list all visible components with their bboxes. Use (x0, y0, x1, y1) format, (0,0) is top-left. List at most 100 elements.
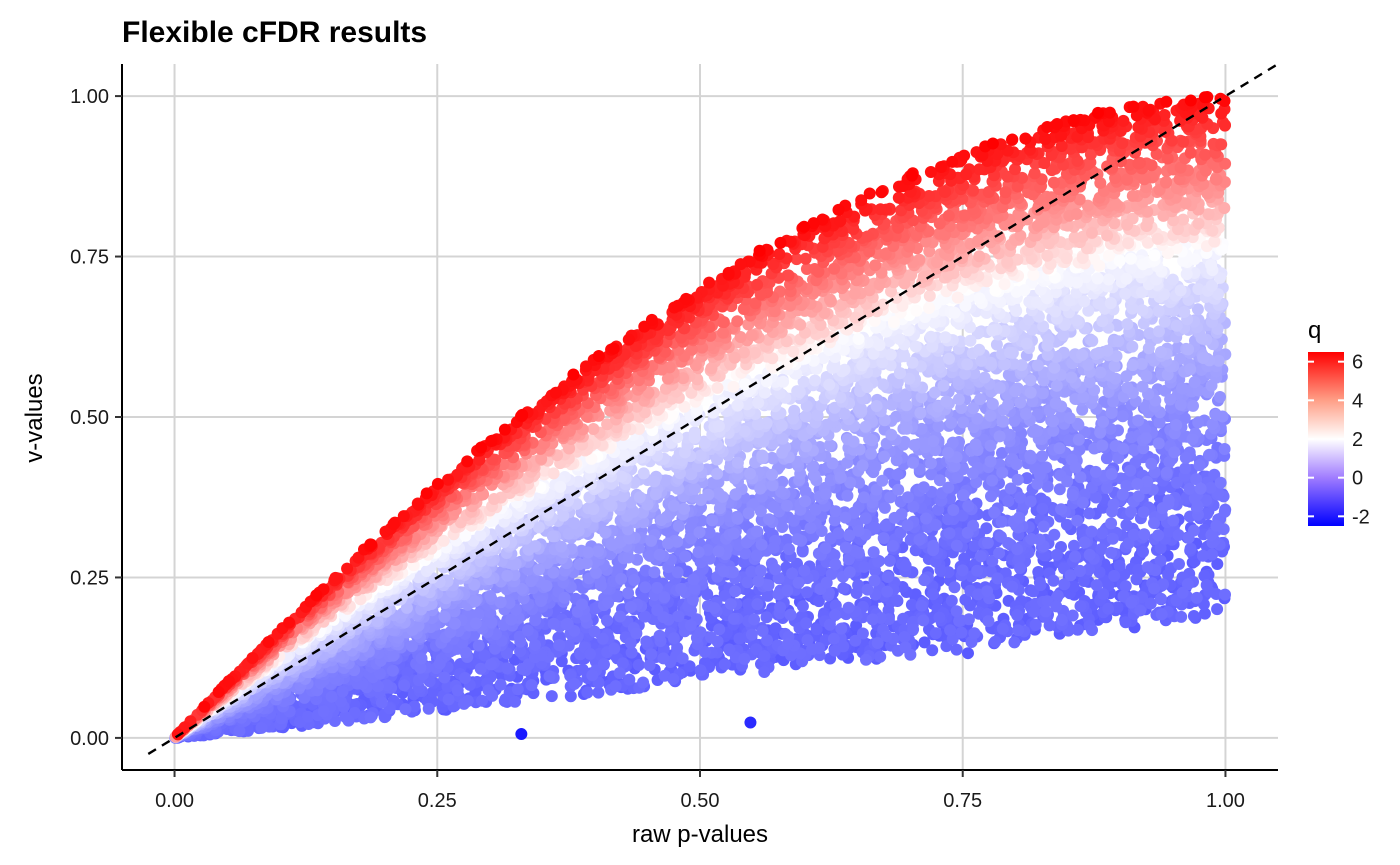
data-point (713, 623, 726, 636)
data-point (501, 662, 514, 675)
data-point (1093, 566, 1106, 579)
data-point (1128, 528, 1140, 541)
data-point (623, 673, 636, 686)
data-point (1142, 342, 1155, 355)
data-point (645, 648, 658, 661)
data-point (1083, 507, 1096, 520)
data-point (1094, 426, 1107, 439)
data-point (1210, 408, 1222, 421)
data-point (713, 502, 726, 515)
data-point (801, 634, 814, 647)
data-point (608, 642, 621, 655)
data-point (1076, 348, 1089, 361)
data-point (716, 490, 729, 503)
data-point (755, 538, 768, 551)
data-point (529, 540, 542, 553)
data-point (1010, 458, 1023, 471)
data-point (1141, 475, 1154, 488)
data-point (1031, 425, 1044, 438)
data-point (866, 613, 879, 626)
data-point (1168, 446, 1181, 459)
data-point (1100, 452, 1113, 465)
data-point (1219, 588, 1231, 601)
data-point (1214, 476, 1227, 489)
data-point (1197, 352, 1210, 364)
data-point (1085, 525, 1098, 538)
data-point (839, 541, 852, 554)
data-point (602, 596, 615, 609)
data-point (1028, 605, 1041, 618)
data-point (860, 653, 872, 666)
data-point (545, 690, 558, 703)
data-point (1210, 519, 1223, 532)
data-point (858, 491, 870, 504)
data-point (648, 566, 661, 579)
data-point (1033, 468, 1046, 481)
data-point (920, 512, 933, 525)
data-point (1218, 505, 1231, 518)
data-point (717, 565, 730, 578)
data-point (837, 582, 850, 595)
data-point (653, 629, 666, 642)
data-point (859, 420, 872, 433)
data-point (865, 447, 877, 460)
data-point (1183, 482, 1196, 495)
data-point (956, 564, 969, 577)
data-point (1050, 600, 1063, 613)
data-point (584, 648, 597, 660)
data-point (1036, 502, 1049, 515)
data-point (1132, 563, 1145, 576)
data-point (667, 673, 680, 685)
data-point (751, 598, 764, 611)
data-point (705, 631, 717, 644)
data-point (653, 548, 666, 561)
data-point (433, 657, 446, 670)
data-point (1162, 494, 1175, 507)
data-point (1065, 371, 1078, 384)
data-point (810, 623, 823, 636)
data-point (767, 541, 780, 554)
data-point (485, 689, 498, 702)
data-point (1055, 614, 1068, 626)
data-point (1102, 602, 1115, 615)
data-point (861, 583, 874, 596)
data-point (1011, 609, 1024, 622)
data-point (1107, 498, 1120, 511)
data-point (1032, 566, 1045, 578)
data-point (1152, 529, 1165, 542)
data-point (1210, 588, 1223, 600)
data-point (667, 632, 680, 645)
data-point (994, 530, 1007, 543)
data-point (511, 683, 524, 696)
data-point (1152, 437, 1165, 450)
data-point (1105, 407, 1118, 419)
data-point (698, 645, 711, 658)
data-point (1134, 604, 1147, 617)
data-point (888, 511, 901, 524)
data-point (917, 614, 930, 627)
data-point (521, 624, 534, 637)
data-point (766, 479, 779, 492)
data-point (940, 395, 953, 408)
data-point (501, 569, 514, 582)
data-point (829, 609, 842, 621)
data-point (982, 615, 995, 628)
data-point (886, 539, 899, 552)
data-point (472, 639, 485, 652)
data-point (1121, 381, 1134, 394)
data-point (1090, 579, 1103, 592)
data-point (529, 639, 542, 651)
data-point (984, 455, 997, 468)
data-point (996, 622, 1009, 635)
data-point (754, 505, 767, 518)
data-point (1120, 519, 1133, 531)
data-point (399, 703, 412, 716)
data-point (594, 579, 607, 592)
data-point (984, 439, 997, 452)
data-point (948, 581, 961, 594)
data-point (1163, 525, 1176, 538)
data-point (1205, 529, 1218, 541)
data-point (799, 495, 812, 508)
data-point (459, 672, 471, 684)
data-point (1089, 465, 1102, 478)
